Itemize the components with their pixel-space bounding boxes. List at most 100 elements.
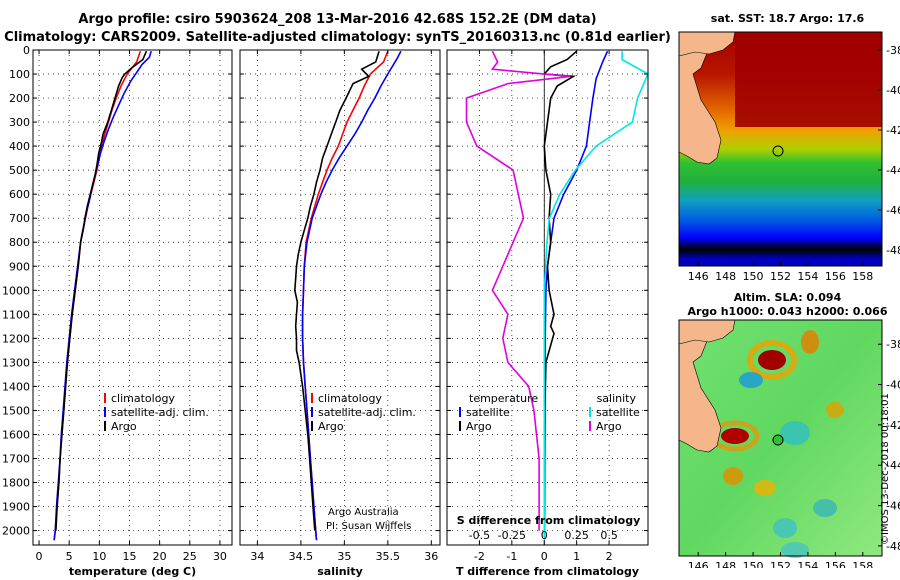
legend-label: Argo: [318, 420, 344, 433]
xtick-label: 0: [541, 550, 548, 563]
ytick-label: 500: [9, 164, 30, 177]
sla-float-marker: [772, 434, 784, 446]
ytick-label: 1800: [2, 477, 30, 490]
lat-tick-label: -42: [886, 419, 900, 432]
sla-map-title-1: Altim. SLA: 0.094: [733, 291, 842, 304]
lat-tick-label: -40: [886, 379, 900, 392]
xtick-label: 30: [213, 550, 227, 563]
lon-tick-label: 154: [797, 560, 818, 568]
xtick-label: 15: [122, 550, 136, 563]
lat-tick-label: -48: [886, 540, 900, 553]
series-climatology: [53, 50, 142, 541]
legend-right-label: satellite: [596, 406, 640, 419]
lon-tick-label: 148: [715, 560, 736, 568]
lon-tick-label: 150: [743, 270, 764, 280]
ytick-label: 900: [9, 260, 30, 273]
ytick-label: 400: [9, 140, 30, 153]
lon-tick-label: 152: [770, 560, 791, 568]
legend-label: climatology: [318, 392, 382, 405]
lat-tick-label: -48: [886, 244, 900, 257]
mainland-land: [678, 31, 736, 57]
ytick-label: 0: [23, 44, 30, 57]
float-marker: [772, 145, 784, 157]
lon-tick-label: 146: [688, 270, 709, 280]
xtick-label: 34: [250, 550, 264, 563]
ytick-label: 300: [9, 116, 30, 129]
warm-core: [735, 32, 882, 127]
xtick-label: 25: [183, 550, 197, 563]
series-climatology: [301, 50, 389, 541]
s-tick-label: 0: [541, 529, 548, 542]
xtick-label: 0: [36, 550, 43, 563]
ytick-label: 1600: [2, 428, 30, 441]
lat-tick-label: -44: [886, 459, 900, 472]
sla-map: 146 148 150 152 154 156 158 -38 -40 -42 -44 -46 -48: [678, 319, 900, 568]
lon-tick-label: 152: [770, 270, 791, 280]
sla-map-title-2: Argo h1000: 0.043 h2000: 0.066: [687, 305, 888, 318]
sla-eddy-high-3: [721, 428, 749, 444]
series-satellite-adj-clim-: [301, 50, 402, 541]
s-tick-label: 0.5: [600, 529, 618, 542]
ytick-label: 1900: [2, 501, 30, 514]
lat-tick-label: -38: [886, 338, 900, 351]
xtick-label: 1: [573, 550, 580, 563]
ytick-label: 1200: [2, 332, 30, 345]
title-line-1: Argo profile: csiro 5903624_208 13-Mar-2…: [78, 12, 597, 27]
series-argo: [293, 50, 380, 531]
xtick-label: -2: [474, 550, 485, 563]
s-tick-label: 0.25: [564, 529, 589, 542]
annotation-line-1: Argo Australia: [328, 507, 399, 518]
lat-tick-label: -42: [886, 124, 900, 137]
lon-tick-label: 156: [825, 270, 846, 280]
ytick-label: 1700: [2, 452, 30, 465]
xlabel-difference: T difference from climatology: [456, 565, 639, 578]
ytick-label: 1400: [2, 380, 30, 393]
legend-label: climatology: [111, 392, 175, 405]
s-axis-label: S difference from climatology: [457, 514, 641, 527]
series-s-argo: [465, 50, 571, 531]
lon-tick-label: 158: [852, 560, 873, 568]
lat-tick-label: -40: [886, 84, 900, 97]
series-t-satellite: [543, 50, 609, 541]
imos-timestamp: ©IMOS 13-Dec-2018 00:18:01: [880, 393, 891, 545]
ytick-label: 1000: [2, 284, 30, 297]
legend-label: Argo: [111, 420, 137, 433]
sla-eddy-low-1: [739, 372, 763, 388]
ytick-label: 1100: [2, 308, 30, 321]
lat-tick-label: -38: [886, 44, 900, 57]
legend-label: satellite-adj. clim.: [111, 406, 209, 419]
xtick-label: 2: [606, 550, 613, 563]
panel-temperature: 0 5 10 15 20 25 300100200300400500600700800900…: [2, 44, 233, 578]
ytick-label: 700: [9, 212, 30, 225]
sla-mainland-land: [678, 319, 736, 345]
lat-tick-label: -46: [886, 204, 900, 217]
xtick-label: 36: [424, 550, 438, 563]
title-line-2: Climatology: CARS2009. Satellite-adjuste…: [4, 30, 671, 45]
legend-left-label: satellite: [466, 406, 510, 419]
xtick-label: 20: [153, 550, 167, 563]
panel-difference: -2 -1 0 1 2 T difference from climatology temp…: [446, 49, 650, 578]
ytick-label: 200: [9, 92, 30, 105]
series-argo: [55, 50, 148, 531]
xtick-label: 35.5: [376, 550, 401, 563]
series-satellite-adj-clim-: [53, 50, 152, 541]
frame-temperature: [32, 49, 233, 546]
lat-tick-label: -46: [886, 500, 900, 513]
ytick-label: 800: [9, 236, 30, 249]
legend-temp-title: temperature: [469, 392, 538, 405]
legend-left-label: Argo: [466, 420, 492, 433]
series-s-satellite: [543, 51, 650, 541]
xtick-label: 34.5: [289, 550, 314, 563]
sla-eddy-high-1: [758, 350, 786, 370]
lon-tick-label: 146: [688, 560, 709, 568]
xtick-label: 10: [92, 550, 106, 563]
sla-eddy-high-2: [801, 330, 819, 354]
annotation-line-2: PI: Susan Wijffels: [326, 521, 411, 532]
xtick-label: 35: [337, 550, 351, 563]
s-tick-label: -0.5: [469, 529, 490, 542]
sst-map: 146 148 150 152 154 156 158 -38 -40 -42 -44 -46 -48: [678, 31, 900, 280]
lon-tick-label: 156: [825, 560, 846, 568]
ytick-label: 1500: [2, 404, 30, 417]
ytick-label: 1300: [2, 356, 30, 369]
series-t-argo: [542, 50, 578, 531]
